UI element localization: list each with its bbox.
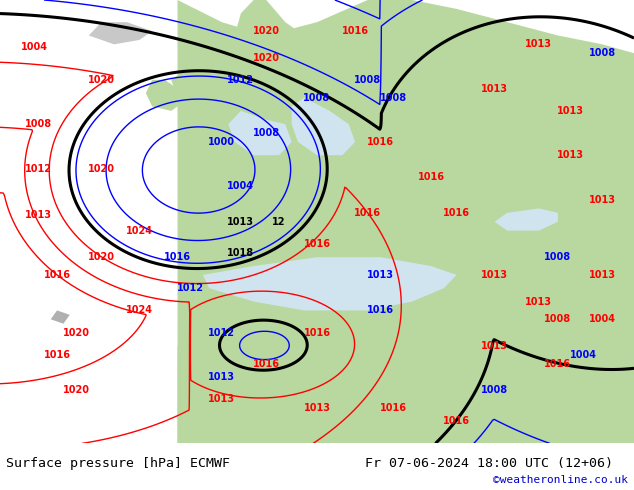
Polygon shape [292, 98, 355, 155]
Text: 1013: 1013 [557, 150, 584, 160]
Polygon shape [146, 80, 184, 111]
Text: 1016: 1016 [443, 416, 470, 426]
Polygon shape [51, 311, 70, 324]
Text: 1016: 1016 [367, 137, 394, 147]
Text: 1004: 1004 [589, 314, 616, 324]
Text: 1016: 1016 [418, 172, 444, 182]
Text: 1000: 1000 [209, 137, 235, 147]
Text: 1013: 1013 [589, 270, 616, 280]
Text: 1016: 1016 [367, 305, 394, 316]
Text: 1013: 1013 [481, 84, 508, 94]
Polygon shape [89, 22, 152, 44]
Text: 1008: 1008 [380, 93, 406, 102]
Text: 1016: 1016 [164, 252, 191, 262]
Text: 1008: 1008 [304, 93, 330, 102]
Text: 1004: 1004 [228, 181, 254, 191]
Text: 1012: 1012 [228, 75, 254, 85]
Text: Surface pressure [hPa] ECMWF: Surface pressure [hPa] ECMWF [6, 457, 230, 469]
Text: 1012: 1012 [25, 164, 51, 173]
Polygon shape [235, 0, 349, 80]
Text: 1016: 1016 [443, 208, 470, 218]
Text: 1020: 1020 [253, 26, 280, 36]
Text: 1013: 1013 [25, 210, 51, 220]
Text: 1008: 1008 [25, 119, 51, 129]
Text: 1013: 1013 [367, 270, 394, 280]
Text: 1013: 1013 [481, 270, 508, 280]
Polygon shape [178, 346, 634, 443]
Text: 1008: 1008 [354, 75, 381, 85]
Text: 1013: 1013 [557, 106, 584, 116]
Text: 12: 12 [272, 217, 286, 227]
Polygon shape [495, 208, 558, 231]
Text: 1012: 1012 [209, 328, 235, 338]
Text: 1020: 1020 [88, 252, 115, 262]
Text: 1020: 1020 [253, 52, 280, 63]
Text: 1008: 1008 [545, 252, 571, 262]
Polygon shape [171, 67, 241, 120]
Text: 1013: 1013 [589, 195, 616, 204]
Text: 1012: 1012 [177, 283, 204, 293]
Text: Fr 07-06-2024 18:00 UTC (12+06): Fr 07-06-2024 18:00 UTC (12+06) [365, 457, 612, 469]
Polygon shape [228, 111, 292, 155]
Text: 1008: 1008 [481, 385, 508, 395]
Text: 1018: 1018 [228, 248, 254, 258]
Text: 1016: 1016 [253, 359, 280, 368]
Text: 1013: 1013 [304, 403, 330, 413]
Text: 1020: 1020 [63, 328, 89, 338]
Text: 1024: 1024 [126, 305, 153, 316]
Text: 1013: 1013 [481, 341, 508, 351]
Text: 1016: 1016 [354, 208, 381, 218]
Text: 1013: 1013 [526, 39, 552, 49]
Text: 1016: 1016 [304, 239, 330, 249]
Text: 1020: 1020 [88, 75, 115, 85]
Text: 1004: 1004 [570, 350, 597, 360]
Text: 1016: 1016 [44, 350, 70, 360]
Text: 1016: 1016 [342, 26, 368, 36]
Text: 1020: 1020 [63, 385, 89, 395]
Text: ©weatheronline.co.uk: ©weatheronline.co.uk [493, 475, 628, 485]
Text: 1020: 1020 [88, 164, 115, 173]
Text: 1013: 1013 [209, 372, 235, 382]
Text: 1016: 1016 [380, 403, 406, 413]
Text: 1013: 1013 [526, 296, 552, 307]
Polygon shape [178, 0, 634, 443]
Text: 1013: 1013 [209, 394, 235, 404]
Text: 1008: 1008 [253, 128, 280, 138]
Text: 1008: 1008 [545, 314, 571, 324]
Polygon shape [203, 257, 456, 311]
Text: 1024: 1024 [126, 225, 153, 236]
Text: 1004: 1004 [22, 42, 48, 51]
Text: 1016: 1016 [304, 328, 330, 338]
Text: 1016: 1016 [44, 270, 70, 280]
Text: 1013: 1013 [228, 217, 254, 227]
Text: 1016: 1016 [545, 359, 571, 368]
Text: 1008: 1008 [589, 48, 616, 58]
